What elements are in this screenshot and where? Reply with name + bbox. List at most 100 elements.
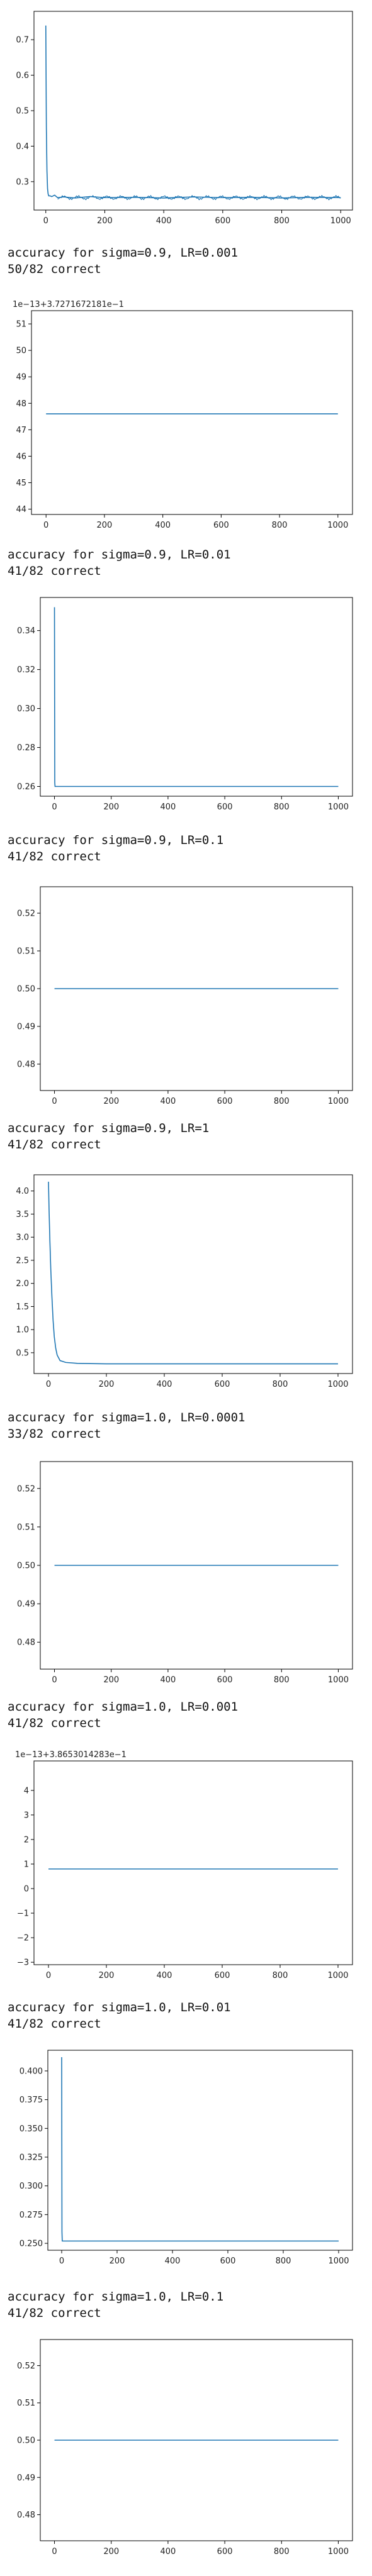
x-tick-label: 0 [46,1971,51,1980]
x-tick-label: 200 [96,521,112,530]
y-tick-label: 0.7 [16,36,29,45]
x-tick-label: 1000 [327,1380,348,1389]
plot-frame [33,11,353,211]
axis-offset-label: 1e−13+3.7271672181e−1 [13,300,124,309]
x-tick-label: 0 [52,2547,57,2557]
x-tick-label: 0 [52,802,57,812]
x-tick-label: 200 [103,2547,119,2557]
y-tick-label: 0.48 [17,1638,35,1648]
x-tick-label: 1000 [328,802,349,812]
y-tick-label: 0.50 [17,2436,35,2446]
plot-frame [33,1174,353,1374]
y-tick-label: 0 [24,1884,29,1894]
x-tick-label: 600 [220,2257,236,2266]
chart-panel: 0 200 400 600 800 1000 0.250 0.275 0.300 0.325 0.3… [20,2050,353,2266]
x-tick-label: 0 [46,1380,51,1389]
y-tick-label: 0.34 [17,626,35,636]
x-tick-label: 600 [215,1380,230,1389]
output-correct-count: 41/82 correct [8,850,101,863]
output-correct-count: 33/82 correct [8,1427,101,1441]
y-tick-label: −3 [17,1958,29,1968]
y-tick-label: 47 [16,426,26,435]
output-correct-count: 41/82 correct [8,1716,101,1730]
y-tick-label: 0.300 [20,2182,43,2191]
series-line [54,607,339,787]
x-tick-label: 0 [52,1675,57,1685]
x-tick-label: 200 [99,1971,115,1980]
y-tick-label: 0.49 [17,1023,35,1032]
y-tick-label: 0.275 [20,2211,43,2220]
x-tick-label: 800 [273,1380,288,1389]
chart-panel: 0 200 400 600 800 1000 0.5 1.0 1.5 2.0 2.5 3.0 3.5 4.… [16,1174,353,1389]
y-tick-label: 0.26 [17,782,35,792]
y-tick-label: 0.325 [20,2153,43,2162]
y-tick-label: 0.48 [17,2511,35,2520]
x-tick-label: 200 [103,1097,119,1106]
y-tick-label: 0.4 [16,142,29,152]
x-tick-label: 600 [213,521,229,530]
x-tick-label: 800 [274,1097,290,1106]
plot-frame [47,2050,353,2251]
output-correct-count: 41/82 correct [8,2017,101,2031]
x-tick-label: 400 [155,521,171,530]
output-accuracy-label: accuracy for sigma=1.0, LR=0.001 [8,1700,238,1714]
y-tick-label: 0.48 [17,1060,35,1070]
x-tick-label: 200 [103,1675,119,1685]
x-tick-label: 0 [43,521,48,530]
x-tick-label: 200 [97,216,113,226]
x-tick-label: 600 [215,1971,230,1980]
y-tick-label: 0.32 [17,665,35,675]
y-tick-label: 0.30 [17,704,35,714]
y-tick-label: 48 [16,399,26,409]
y-tick-label: 2 [24,1835,29,1845]
output-correct-count: 41/82 correct [8,2306,101,2320]
x-tick-label: 0 [52,1097,57,1106]
y-tick-label: 44 [16,505,26,514]
y-tick-label: 0.5 [16,1348,29,1358]
x-tick-label: 200 [103,802,119,812]
x-tick-label: 1000 [327,1971,348,1980]
y-tick-label: 0.5 [16,107,29,116]
y-tick-label: 2.5 [16,1256,29,1265]
y-tick-label: 0.51 [17,2399,35,2408]
x-tick-label: 400 [156,216,172,226]
x-tick-label: 800 [276,2257,291,2266]
x-tick-label: 0 [43,216,48,226]
y-tick-label: 0.51 [17,947,35,957]
x-tick-label: 1000 [328,2257,349,2266]
y-tick-label: 3 [24,1811,29,1820]
x-tick-label: 200 [99,1380,115,1389]
x-tick-label: 1000 [330,216,351,226]
chart-panel: 0 200 400 600 800 1000 44 45 46 47 48 49 50 51 1e−13+3… [13,300,353,530]
output-correct-count: 50/82 correct [8,262,101,276]
y-tick-label: 4.0 [16,1187,29,1196]
x-tick-label: 400 [160,802,176,812]
y-tick-label: 3.0 [16,1233,29,1243]
chart-panel: 0 200 400 600 800 1000 −3 −2 −1 0 1 2 3 4 1e−13+3.8653… [15,1750,353,1980]
output-correct-count: 41/82 correct [8,564,101,578]
x-tick-label: 600 [217,1675,233,1685]
plot-frame [31,310,353,515]
y-tick-label: 0.350 [20,2124,43,2134]
x-tick-label: 1000 [328,2547,349,2557]
chart-panel: 0 200 400 600 800 1000 0.48 0.49 0.50 0.51 0.52 [17,2339,353,2557]
x-tick-label: 600 [217,802,233,812]
plot-frame [33,1760,353,1965]
y-tick-label: 0.51 [17,1523,35,1532]
y-tick-label: 1.5 [16,1302,29,1312]
x-tick-label: 600 [217,2547,233,2557]
x-tick-label: 400 [157,1971,172,1980]
x-tick-label: 0 [59,2257,64,2266]
y-tick-label: 0.3 [16,177,29,187]
output-correct-count: 41/82 correct [8,1138,101,1152]
output-accuracy-label: accuracy for sigma=0.9, LR=0.1 [8,833,223,847]
output-accuracy-label: accuracy for sigma=0.9, LR=1 [8,1121,209,1135]
x-tick-label: 1000 [327,521,348,530]
y-tick-label: 4 [24,1786,29,1796]
x-tick-label: 400 [160,1675,176,1685]
y-tick-label: −1 [17,1909,29,1919]
y-tick-label: 0.50 [17,1562,35,1571]
y-tick-label: 49 [16,373,26,382]
series-noise-line [57,194,341,201]
